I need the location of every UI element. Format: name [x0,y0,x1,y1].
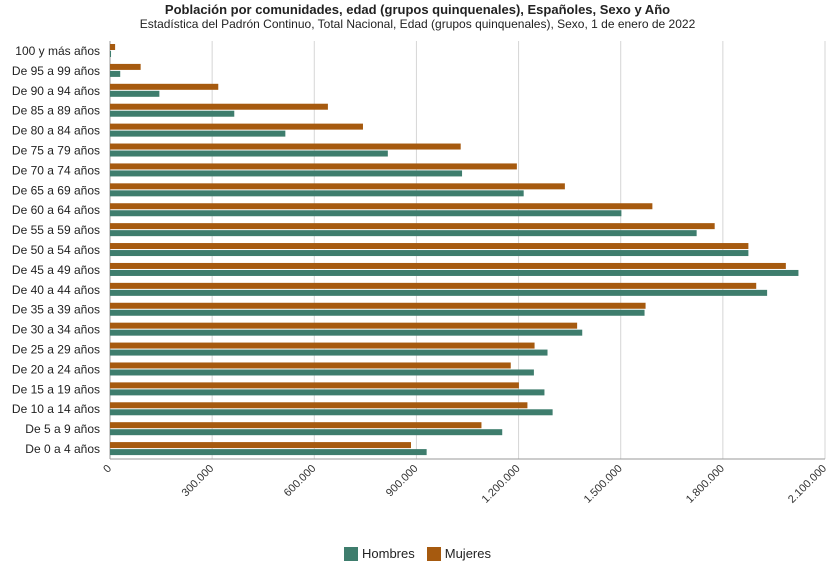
x-tick-label-3: 900.000 [384,463,421,500]
x-tick-label-6: 1.800.000 [684,463,727,506]
bar-mujeres-17 [110,382,519,389]
legend-swatch-hombres [344,546,358,561]
y-tick-label-19: De 5 a 9 años [25,422,100,436]
legend: Hombres Mujeres [0,546,835,561]
bar-mujeres-0 [110,44,116,50]
y-tick-label-9: De 55 a 59 años [12,223,100,237]
y-tick-label-13: De 35 a 39 años [12,303,100,317]
y-tick-label-7: De 65 a 69 años [12,183,100,197]
y-tick-label-16: De 20 a 24 años [12,362,100,376]
bar-mujeres-11 [110,262,786,269]
y-tick-label-1: De 95 a 99 años [12,64,100,78]
bar-mujeres-4 [110,123,363,130]
y-tick-label-11: De 45 a 49 años [12,263,100,277]
bar-mujeres-2 [110,83,219,90]
chart-subtitle: Estadística del Padrón Continuo, Total N… [139,17,696,31]
bar-hombres-9 [110,230,697,237]
bar-hombres-2 [110,90,160,97]
bar-mujeres-8 [110,203,653,210]
legend-swatch-mujeres [426,546,441,561]
bar-mujeres-19 [110,422,482,429]
y-tick-label-6: De 70 a 74 años [12,163,100,177]
bar-mujeres-3 [110,103,328,110]
bar-hombres-10 [110,250,749,257]
y-tick-label-2: De 90 a 94 años [12,84,100,98]
y-tick-label-3: De 85 a 89 años [12,104,100,118]
y-tick-label-4: De 80 a 84 años [12,124,100,138]
bar-hombres-3 [110,110,235,117]
bar-mujeres-6 [110,163,517,170]
bar-mujeres-18 [110,402,528,409]
bar-hombres-6 [110,170,463,177]
bar-hombres-20 [110,449,427,456]
bar-hombres-12 [110,289,768,296]
bar-hombres-16 [110,369,534,376]
legend-label-mujeres: Mujeres [444,546,491,561]
y-tick-label-12: De 40 a 44 años [12,283,100,297]
bar-hombres-15 [110,349,548,356]
y-tick-label-14: De 30 a 34 años [12,323,100,337]
bar-hombres-11 [110,269,799,276]
bar-hombres-5 [110,150,388,157]
bar-hombres-14 [110,329,583,336]
legend-item-mujeres[interactable]: Mujeres [426,546,491,561]
bar-mujeres-15 [110,342,535,349]
bar-hombres-13 [110,309,645,316]
x-tick-label-2: 600.000 [282,463,319,500]
bar-mujeres-5 [110,143,461,150]
y-tick-label-8: De 60 a 64 años [12,203,100,217]
x-tick-label-0: 0 [101,463,114,476]
y-tick-label-17: De 15 a 19 años [12,382,100,396]
bar-hombres-4 [110,130,286,137]
bar-mujeres-16 [110,362,511,369]
y-tick-label-5: De 75 a 79 años [12,143,100,157]
bar-hombres-7 [110,190,524,197]
bar-mujeres-7 [110,183,565,190]
y-tick-label-20: De 0 a 4 años [25,442,100,456]
y-tick-label-18: De 10 a 14 años [12,402,100,416]
bar-hombres-0 [110,51,112,57]
legend-label-hombres: Hombres [362,546,415,561]
bar-mujeres-1 [110,63,141,70]
x-tick-label-4: 1.200.000 [480,463,523,506]
x-tick-label-7: 2.100.000 [786,463,829,506]
y-tick-label-10: De 50 a 54 años [12,243,100,257]
y-tick-label-15: De 25 a 29 años [12,343,100,357]
bar-hombres-8 [110,210,622,217]
chart-title: Población por comunidades, edad (grupos … [164,2,671,17]
bar-hombres-1 [110,70,121,77]
bar-mujeres-13 [110,302,646,309]
legend-item-hombres[interactable]: Hombres [344,546,415,561]
bar-mujeres-10 [110,243,749,250]
bar-mujeres-14 [110,322,578,329]
bar-hombres-17 [110,389,545,396]
x-tick-label-5: 1.500.000 [582,463,625,506]
bar-mujeres-9 [110,223,715,230]
bar-mujeres-12 [110,282,757,289]
y-tick-label-0: 100 y más años [15,44,100,58]
bar-mujeres-20 [110,442,411,449]
bar-hombres-19 [110,429,503,436]
bar-hombres-18 [110,409,553,416]
x-tick-label-1: 300.000 [180,463,217,500]
